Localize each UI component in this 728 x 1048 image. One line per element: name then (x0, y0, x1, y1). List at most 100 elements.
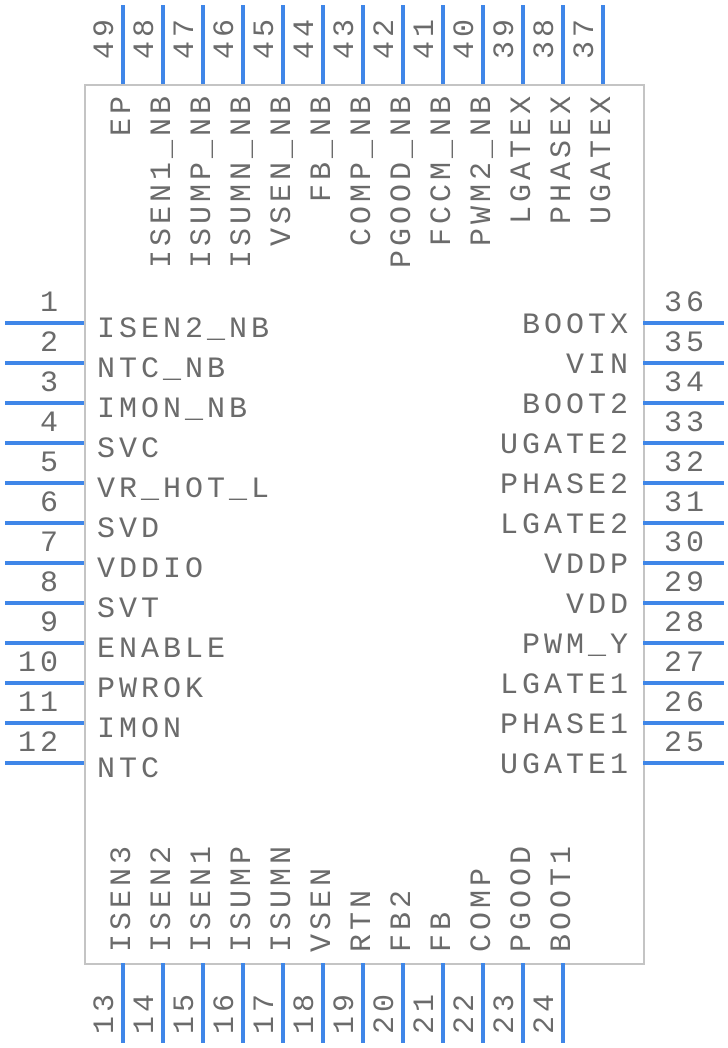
pin-label: PHASE2 (499, 469, 632, 503)
pin-number: 19 (329, 989, 363, 1034)
pin-number: 17 (249, 989, 283, 1034)
pin-line (5, 521, 84, 525)
pin-label: LGATE1 (499, 669, 632, 703)
pin-line (643, 481, 724, 485)
pin-number: 4 (39, 407, 62, 441)
pin-line (643, 561, 724, 565)
pin-number: 21 (409, 989, 443, 1034)
pin-line (5, 481, 84, 485)
pin-line (481, 5, 485, 84)
pin-number: 15 (169, 989, 203, 1034)
pin-number: 47 (169, 14, 203, 59)
pin-number: 7 (39, 527, 62, 561)
pin-label: ENABLE (97, 633, 230, 667)
pin-number: 28 (664, 607, 709, 641)
pin-label: VR_HOT_L (97, 473, 274, 507)
pin-label: ISUMP (226, 841, 260, 952)
pin-line (5, 761, 84, 765)
pin-line (5, 641, 84, 645)
pin-line (441, 963, 445, 1043)
pin-label: VDDP (543, 549, 632, 583)
pin-line (643, 401, 724, 405)
pin-label: UGATE1 (499, 749, 632, 783)
pin-line (201, 963, 205, 1043)
pin-line (121, 5, 125, 84)
pin-number: 3 (39, 367, 62, 401)
pin-line (321, 963, 325, 1043)
pin-label: SVC (97, 433, 164, 467)
pin-number: 6 (39, 487, 62, 521)
pin-number: 33 (664, 407, 709, 441)
pin-line (643, 601, 724, 605)
pin-line (643, 321, 724, 325)
pin-label: PWM2_NB (466, 91, 500, 246)
pin-number: 40 (449, 14, 483, 59)
pin-line (201, 5, 205, 84)
pin-number: 36 (664, 287, 709, 321)
pin-line (321, 5, 325, 84)
pin-line (121, 963, 125, 1043)
pin-number: 39 (489, 14, 523, 59)
pin-number: 38 (529, 14, 563, 59)
pin-line (281, 5, 285, 84)
pin-line (401, 963, 405, 1043)
pin-number: 13 (89, 989, 123, 1034)
pin-line (161, 5, 165, 84)
pin-label: BOOTX (521, 309, 632, 343)
pin-number: 45 (249, 14, 283, 59)
pin-label: SVT (97, 593, 164, 627)
pin-label: EP (106, 91, 140, 136)
pin-label: ISEN1 (186, 841, 220, 952)
pin-number: 24 (529, 989, 563, 1034)
pin-line (5, 721, 84, 725)
pin-number: 10 (17, 647, 62, 681)
pin-label: ISUMP_NB (186, 91, 220, 268)
pin-label: IMON (97, 713, 186, 747)
pin-label: ISEN1_NB (146, 91, 180, 268)
pin-line (5, 361, 84, 365)
pin-number: 30 (664, 527, 709, 561)
pin-number: 9 (39, 607, 62, 641)
pin-line (241, 5, 245, 84)
pin-line (281, 963, 285, 1043)
pin-line (5, 601, 84, 605)
pin-line (643, 641, 724, 645)
pin-number: 5 (39, 447, 62, 481)
pin-number: 42 (369, 14, 403, 59)
pin-line (5, 321, 84, 325)
pin-label: PGOOD (506, 841, 540, 952)
pin-label: PHASEX (546, 91, 580, 224)
pin-number: 11 (17, 687, 62, 721)
pin-line (5, 441, 84, 445)
pin-label: SVD (97, 513, 164, 547)
pin-label: PWROK (97, 673, 208, 707)
pin-label: ISUMN (266, 841, 300, 952)
pin-number: 32 (664, 447, 709, 481)
pin-number: 20 (369, 989, 403, 1034)
pin-line (643, 721, 724, 725)
pin-label: ISUMN_NB (226, 91, 260, 268)
pin-label: FCCM_NB (426, 91, 460, 246)
pin-number: 34 (664, 367, 709, 401)
pin-line (5, 681, 84, 685)
pin-label: PHASE1 (499, 709, 632, 743)
pin-line (361, 963, 365, 1043)
pin-label: BOOT2 (521, 389, 632, 423)
pin-label: VSEN_NB (266, 91, 300, 246)
pin-line (5, 561, 84, 565)
pin-line (561, 5, 565, 84)
pin-label: VDD (565, 589, 632, 623)
pin-label: NTC (97, 753, 164, 787)
pin-number: 14 (129, 989, 163, 1034)
pin-label: VSEN (306, 863, 340, 952)
pin-line (643, 361, 724, 365)
pin-number: 2 (39, 327, 62, 361)
pin-label: FB2 (386, 885, 420, 952)
pin-label: RTN (346, 885, 380, 952)
pin-number: 43 (329, 14, 363, 59)
pin-line (643, 441, 724, 445)
pin-number: 44 (289, 14, 323, 59)
pin-number: 12 (17, 727, 62, 761)
pin-line (361, 5, 365, 84)
